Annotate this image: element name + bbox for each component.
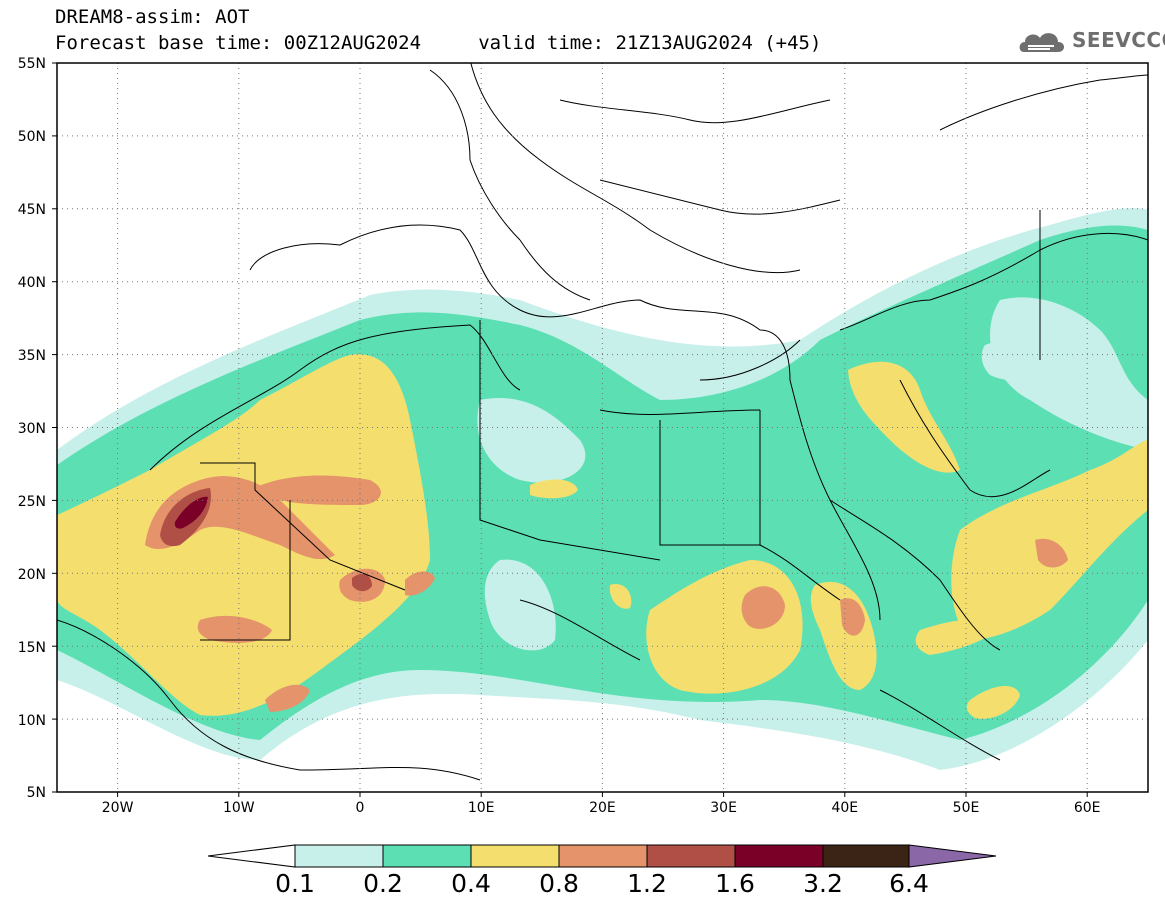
colorbar-low-arrow <box>207 844 296 868</box>
lat-label: 35N <box>18 348 46 364</box>
colorbar-label: 0.8 <box>539 869 579 898</box>
colorbar-label: 1.6 <box>715 869 755 898</box>
colorbar-label: 6.4 <box>889 869 929 898</box>
lon-label: 30E <box>710 800 737 816</box>
colorbar-bin <box>558 844 648 868</box>
colorbar-high-arrow <box>908 844 997 868</box>
lon-label: 20W <box>102 800 134 816</box>
lon-label: 40E <box>831 800 858 816</box>
colorbar-label: 3.2 <box>803 869 843 898</box>
lat-label: 10N <box>18 713 46 729</box>
colorbar-bin <box>822 844 910 868</box>
aot-field <box>57 208 1148 770</box>
lon-label: 0 <box>356 800 365 816</box>
colorbar-bin <box>646 844 736 868</box>
forecast-times: Forecast base time: 00Z12AUG2024 valid t… <box>55 32 822 54</box>
lat-label: 25N <box>18 494 46 510</box>
lon-label: 10W <box>223 800 255 816</box>
lat-labels: 55N 50N 45N 40N 35N 30N 25N 20N 15N 10N … <box>18 56 46 801</box>
tick-marks <box>52 62 1088 797</box>
lat-label: 45N <box>18 202 46 218</box>
lon-labels: 20W 10W 0 10E 20E 30E 40E 50E 60E <box>102 800 1101 816</box>
lon-label: 60E <box>1074 800 1101 816</box>
colorbar-label: 0.2 <box>363 869 403 898</box>
lat-label: 55N <box>18 56 46 72</box>
colorbar-bin <box>470 844 560 868</box>
lat-label: 50N <box>18 129 46 145</box>
colorbar <box>207 844 997 868</box>
lon-label: 50E <box>953 800 980 816</box>
lat-label: 20N <box>18 567 46 583</box>
colorbar-labels: 0.1 0.2 0.4 0.8 1.2 1.6 3.2 6.4 <box>275 869 929 898</box>
lat-label: 30N <box>18 421 46 437</box>
colorbar-bin <box>294 844 384 868</box>
logo-text: SEEVCCC <box>1072 28 1165 52</box>
lon-label: 10E <box>468 800 495 816</box>
map-title: DREAM8-assim: AOT <box>55 6 250 28</box>
colorbar-bin <box>382 844 472 868</box>
colorbar-bin <box>734 844 824 868</box>
boundaries <box>57 63 1148 781</box>
colorbar-label: 0.1 <box>275 869 315 898</box>
lon-label: 20E <box>589 800 616 816</box>
lat-label: 15N <box>18 640 46 656</box>
lat-label: 5N <box>27 785 46 801</box>
colorbar-label: 0.4 <box>451 869 491 898</box>
cloud-icon <box>1019 33 1064 52</box>
grid <box>57 63 1148 792</box>
colorbar-label: 1.2 <box>627 869 667 898</box>
lat-label: 40N <box>18 275 46 291</box>
